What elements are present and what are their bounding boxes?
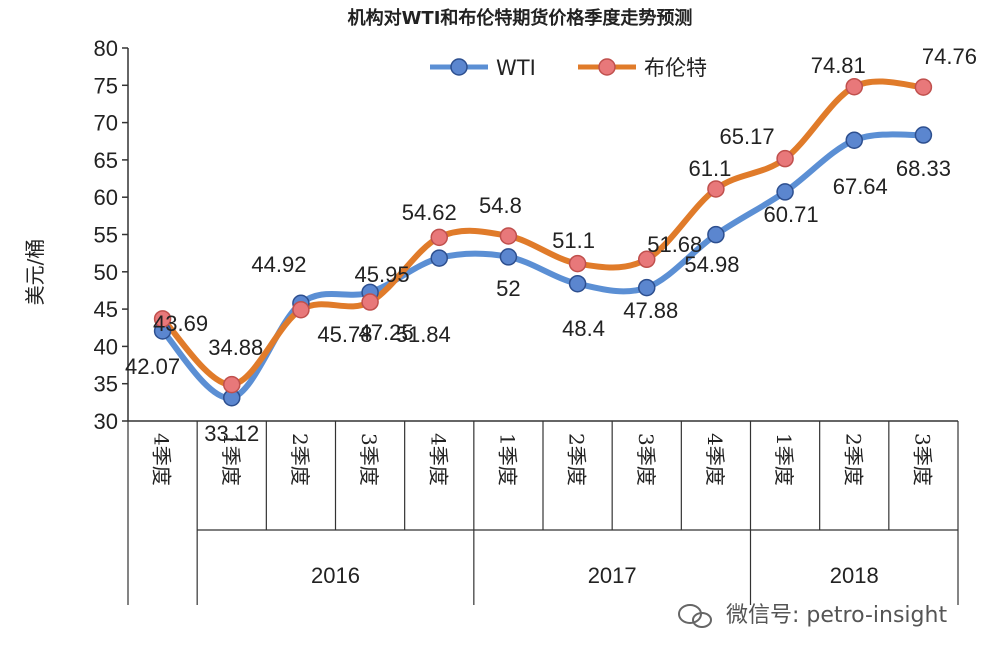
y-tick-label: 60 bbox=[94, 185, 118, 210]
brent-data-label: 44.92 bbox=[251, 252, 306, 277]
y-tick-label: 40 bbox=[94, 334, 118, 359]
brent-point bbox=[638, 250, 656, 269]
legend-label: WTI bbox=[496, 56, 536, 80]
x-tick-label: 4季度 bbox=[426, 433, 450, 486]
x-tick-label: 4季度 bbox=[150, 433, 174, 486]
brent-point bbox=[361, 293, 379, 311]
wti-point bbox=[430, 249, 448, 267]
wti-data-label: 67.64 bbox=[833, 174, 888, 199]
x-tick-label: 4季度 bbox=[703, 433, 727, 486]
wti-data-label: 42.07 bbox=[125, 354, 180, 379]
brent-data-label: 61.1 bbox=[689, 156, 732, 181]
wti-data-label: 52 bbox=[496, 276, 520, 301]
x-tick-label: 3季度 bbox=[634, 433, 658, 486]
wti-data-label: 48.4 bbox=[562, 316, 605, 341]
y-tick-label: 70 bbox=[94, 111, 118, 136]
brent-point bbox=[568, 254, 587, 273]
y-tick-label: 35 bbox=[94, 372, 118, 397]
y-tick-label: 65 bbox=[94, 148, 118, 173]
watermark: 微信号: petro-insight bbox=[678, 603, 947, 628]
y-axis-label: 美元/桶 bbox=[23, 239, 47, 306]
brent-point bbox=[153, 310, 172, 328]
x-tick-label: 3季度 bbox=[357, 433, 381, 486]
chart-title: 机构对WTI和布伦特期货价格季度走势预测 bbox=[348, 7, 693, 29]
year-label: 2016 bbox=[311, 563, 360, 588]
watermark-text: 微信号: petro-insight bbox=[726, 603, 947, 628]
wti-point bbox=[914, 126, 933, 144]
brent-data-label: 51.1 bbox=[552, 228, 595, 253]
brent-point bbox=[499, 227, 518, 245]
legend-swatch-marker bbox=[598, 58, 616, 76]
brent-point bbox=[430, 228, 448, 247]
y-tick-label: 50 bbox=[94, 260, 118, 285]
year-label: 2017 bbox=[588, 563, 637, 588]
brent-data-label: 51.68 bbox=[647, 232, 702, 257]
x-tick-label: 1季度 bbox=[495, 433, 519, 486]
brent-data-label: 45.95 bbox=[355, 262, 410, 287]
wti-point bbox=[638, 278, 656, 297]
brent-point bbox=[292, 300, 310, 319]
wti-point bbox=[499, 248, 518, 266]
y-tick-label: 30 bbox=[94, 409, 118, 434]
brent-point bbox=[914, 78, 933, 96]
wti-data-label: 51.84 bbox=[396, 322, 451, 347]
wti-data-label: 54.98 bbox=[684, 252, 739, 277]
brent-point bbox=[707, 180, 725, 198]
wti-data-label: 68.33 bbox=[896, 156, 951, 181]
brent-data-label: 74.81 bbox=[811, 53, 866, 78]
x-tick-label: 1季度 bbox=[772, 433, 796, 486]
legend-swatch-marker bbox=[450, 58, 468, 76]
brent-line bbox=[159, 78, 927, 388]
brent-data-label: 54.8 bbox=[479, 193, 522, 218]
brent-data-label: 54.62 bbox=[402, 200, 457, 225]
brent-point bbox=[845, 77, 863, 96]
brent-data-label: 34.88 bbox=[208, 335, 263, 360]
y-tick-label: 80 bbox=[94, 36, 118, 61]
year-label: 2018 bbox=[830, 563, 879, 588]
brent-point bbox=[776, 149, 794, 168]
wti-data-label: 33.12 bbox=[204, 421, 259, 446]
wti-data-label: 45.78 bbox=[317, 322, 372, 347]
wti-data-label: 47.88 bbox=[623, 298, 678, 323]
y-tick-label: 45 bbox=[94, 297, 118, 322]
brent-data-label: 65.17 bbox=[720, 124, 775, 149]
x-tick-label: 2季度 bbox=[288, 433, 312, 486]
wechat-icon bbox=[678, 604, 712, 628]
wti-point bbox=[776, 183, 794, 201]
x-tick-label: 2季度 bbox=[565, 433, 589, 486]
legend: WTI 布伦特 bbox=[430, 56, 707, 80]
series-lines bbox=[159, 78, 927, 401]
y-tick-label: 55 bbox=[94, 223, 118, 248]
wti-point bbox=[568, 274, 587, 293]
axes: 30 35 40 45 50 55 60 65 70 75 80 4季度 1季度 2季度 3季度 4季度 1季度… bbox=[94, 36, 959, 605]
brent-data-label: 74.76 bbox=[922, 44, 977, 69]
wti-data-label: 47.25 bbox=[359, 320, 414, 345]
wti-point bbox=[707, 225, 725, 244]
y-tick-label: 75 bbox=[94, 73, 118, 98]
x-tick-label: 2季度 bbox=[841, 433, 865, 486]
brent-point bbox=[223, 375, 241, 394]
brent-data-label: 43.69 bbox=[153, 311, 208, 336]
wti-data-label: 60.71 bbox=[764, 202, 819, 227]
data-points bbox=[153, 77, 933, 407]
legend-label: 布伦特 bbox=[644, 56, 707, 80]
wti-point bbox=[845, 131, 863, 149]
x-tick-label: 3季度 bbox=[910, 433, 934, 486]
x-tick-label: 1季度 bbox=[219, 433, 243, 486]
